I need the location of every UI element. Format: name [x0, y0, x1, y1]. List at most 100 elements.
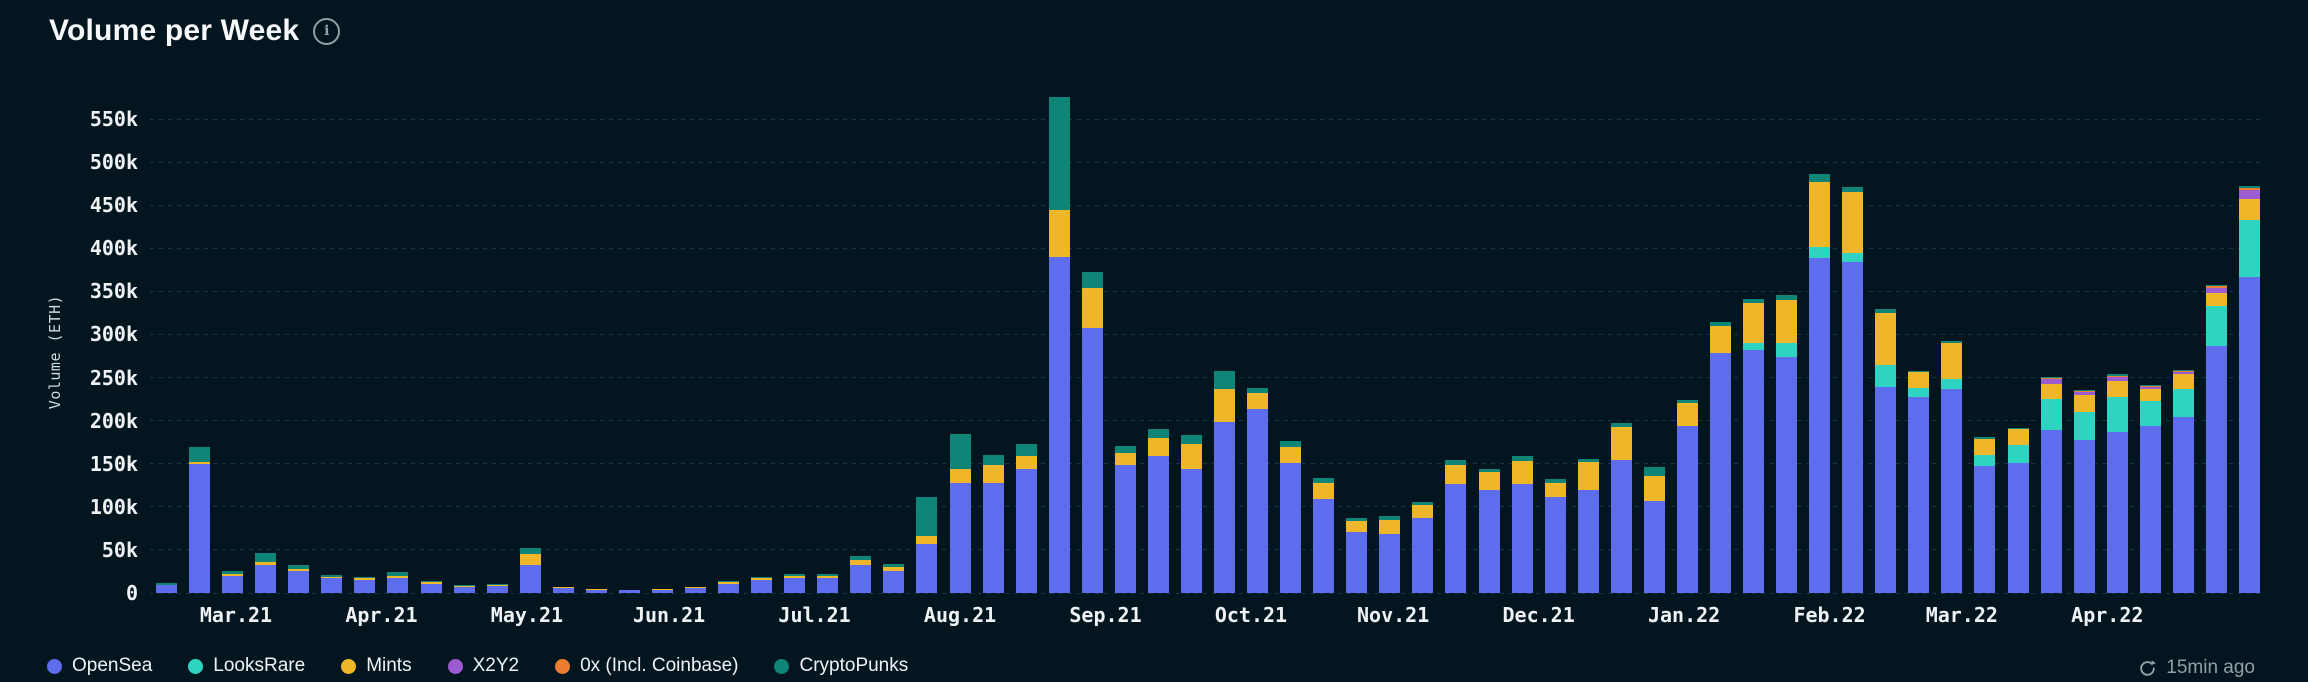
bar-segment-mints — [519, 554, 541, 565]
bar-week-41[interactable] — [1478, 468, 1500, 593]
legend-item-x2y2[interactable]: X2Y2 — [447, 655, 519, 677]
legend-item-0x-incl-coinbase[interactable]: 0x (Incl. Coinbase) — [555, 655, 738, 677]
legend-item-looksrare[interactable]: LooksRare — [188, 655, 305, 677]
bar-segment-mints — [1974, 438, 1996, 456]
bar-week-50[interactable] — [1776, 294, 1798, 593]
bar-week-23[interactable] — [883, 563, 905, 593]
bar-week-44[interactable] — [1577, 458, 1599, 593]
bar-week-7[interactable] — [354, 576, 376, 593]
bar-week-62[interactable] — [2172, 369, 2194, 593]
bar-week-21[interactable] — [817, 574, 839, 593]
bar-week-38[interactable] — [1379, 516, 1401, 593]
refresh-icon[interactable] — [2138, 659, 2157, 678]
bar-week-9[interactable] — [420, 580, 442, 593]
bar-week-42[interactable] — [1511, 456, 1533, 593]
bar-segment-looksrare — [2238, 219, 2260, 277]
bar-week-24[interactable] — [916, 496, 938, 593]
bar-week-55[interactable] — [1941, 340, 1963, 593]
gridline — [150, 420, 2266, 422]
bar-segment-looksrare — [1776, 343, 1798, 357]
bar-segment-mints — [1676, 403, 1698, 426]
bar-week-11[interactable] — [486, 584, 508, 593]
bar-week-58[interactable] — [2040, 376, 2062, 593]
bar-week-3[interactable] — [222, 570, 244, 593]
bar-segment-opensea — [1247, 408, 1269, 593]
bar-week-45[interactable] — [1610, 423, 1632, 593]
bar-week-31[interactable] — [1147, 429, 1169, 593]
bar-week-63[interactable] — [2205, 284, 2227, 593]
bar-week-59[interactable] — [2073, 389, 2095, 593]
y-tick-label: 450k — [89, 193, 138, 218]
legend-item-mints[interactable]: Mints — [341, 655, 412, 677]
bar-week-13[interactable] — [552, 586, 574, 593]
bar-week-20[interactable] — [784, 574, 806, 593]
bar-week-60[interactable] — [2106, 374, 2128, 593]
bar-week-35[interactable] — [1280, 441, 1302, 593]
bar-week-47[interactable] — [1676, 399, 1698, 593]
bar-week-8[interactable] — [387, 572, 409, 593]
bar-week-28[interactable] — [1048, 97, 1070, 593]
bar-week-10[interactable] — [453, 585, 475, 593]
bar-week-26[interactable] — [982, 455, 1004, 593]
x-tick-label: Nov.21 — [1357, 603, 1430, 627]
info-icon[interactable]: i — [313, 17, 341, 45]
legend-swatch-cryptopunks — [774, 658, 790, 674]
bar-week-54[interactable] — [1908, 370, 1930, 593]
bar-week-32[interactable] — [1180, 435, 1202, 593]
bar-week-53[interactable] — [1875, 308, 1897, 593]
bar-week-49[interactable] — [1743, 299, 1765, 593]
bar-week-2[interactable] — [189, 446, 211, 593]
bar-segment-cryptopunks — [1313, 478, 1335, 483]
bar-segment-opensea — [1412, 518, 1434, 593]
bar-week-61[interactable] — [2139, 385, 2161, 593]
bar-segment-cryptopunks — [1214, 370, 1236, 389]
y-tick-label: 500k — [89, 150, 138, 175]
bar-segment-cryptopunks — [2205, 284, 2227, 287]
bar-week-6[interactable] — [321, 574, 343, 593]
bar-week-5[interactable] — [288, 564, 310, 593]
bar-week-64[interactable] — [2238, 186, 2260, 593]
bar-segment-cryptopunks — [2040, 376, 2062, 379]
bar-week-33[interactable] — [1214, 370, 1236, 593]
bar-week-30[interactable] — [1114, 445, 1136, 593]
bar-segment-mints — [2106, 381, 2128, 397]
bar-week-46[interactable] — [1643, 467, 1665, 593]
bar-week-29[interactable] — [1081, 271, 1103, 593]
bar-week-12[interactable] — [519, 548, 541, 593]
legend-item-cryptopunks[interactable]: CryptoPunks — [774, 655, 908, 677]
bar-week-17[interactable] — [685, 586, 707, 593]
bar-week-39[interactable] — [1412, 501, 1434, 593]
bar-segment-opensea — [1180, 468, 1202, 593]
bar-week-4[interactable] — [255, 553, 277, 593]
bar-week-48[interactable] — [1709, 321, 1731, 593]
bar-week-56[interactable] — [1974, 437, 1996, 593]
bar-segment-cryptopunks — [519, 548, 541, 555]
bar-segment-opensea — [2172, 417, 2194, 593]
bar-week-34[interactable] — [1247, 387, 1269, 593]
x-tick-label: May.21 — [490, 603, 564, 627]
y-tick-label: 100k — [89, 494, 138, 519]
bar-week-18[interactable] — [718, 580, 740, 593]
bar-week-25[interactable] — [949, 433, 971, 593]
legend-item-opensea[interactable]: OpenSea — [47, 655, 152, 677]
gridline — [150, 290, 2266, 292]
bar-week-51[interactable] — [1809, 174, 1831, 593]
bar-segment-mints — [1875, 312, 1897, 365]
bar-segment-cryptopunks — [156, 582, 178, 585]
bar-week-15[interactable] — [618, 589, 640, 593]
bar-week-57[interactable] — [2007, 427, 2029, 593]
bar-week-16[interactable] — [651, 588, 673, 593]
bar-segment-mints — [949, 468, 971, 483]
bar-week-37[interactable] — [1346, 518, 1368, 593]
bar-week-52[interactable] — [1842, 187, 1864, 593]
legend-label: CryptoPunks — [799, 655, 909, 676]
bar-week-36[interactable] — [1313, 478, 1335, 593]
bar-week-1[interactable] — [156, 582, 178, 593]
bar-segment-opensea — [2040, 430, 2062, 593]
bar-week-27[interactable] — [1015, 443, 1037, 593]
bar-week-14[interactable] — [585, 588, 607, 593]
bar-week-19[interactable] — [751, 576, 773, 593]
bar-week-43[interactable] — [1544, 479, 1566, 593]
bar-week-22[interactable] — [850, 555, 872, 593]
bar-week-40[interactable] — [1445, 460, 1467, 593]
